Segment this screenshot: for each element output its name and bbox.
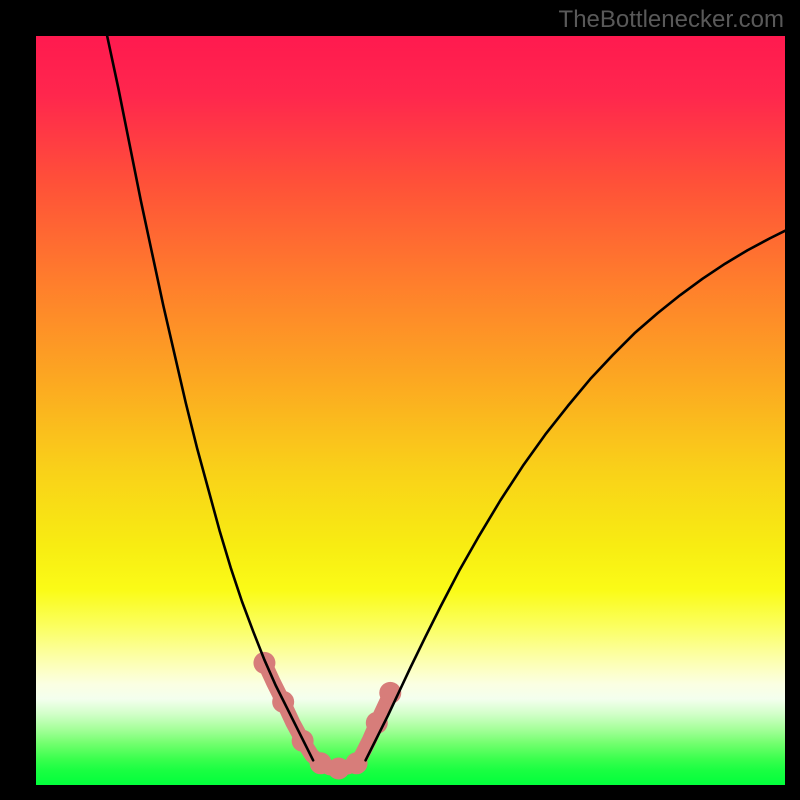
plot-svg-layer: [36, 36, 785, 785]
curve-left: [107, 36, 313, 760]
watermark-text: TheBottlenecker.com: [559, 6, 784, 34]
valley-marker: [346, 752, 368, 774]
chart-stage: TheBottlenecker.com: [0, 0, 800, 800]
curve-right: [366, 231, 785, 761]
plot-area: [36, 36, 785, 785]
